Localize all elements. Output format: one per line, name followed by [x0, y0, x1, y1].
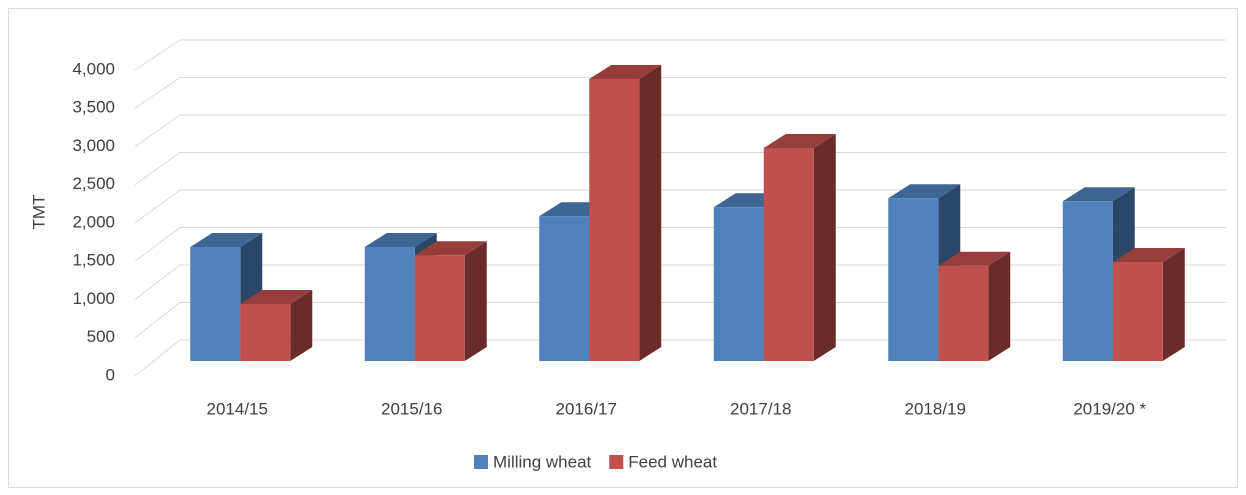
legend-swatch [609, 455, 624, 469]
bar-side [464, 241, 487, 361]
bar-top [1112, 248, 1185, 262]
legend-label: Milling wheat [493, 452, 592, 471]
y-tick-label: 2,000 [72, 212, 115, 231]
bar [414, 255, 465, 361]
bar [938, 265, 989, 361]
bar [888, 198, 939, 361]
x-tick-label: 2017/18 [730, 399, 791, 418]
grid-line [134, 114, 1226, 147]
bar-top [888, 184, 961, 199]
x-tick-label: 2018/19 [905, 399, 966, 418]
bar [1112, 262, 1163, 361]
bar [240, 304, 291, 361]
grid-line [134, 339, 1226, 377]
bar-top [763, 134, 836, 148]
bar-top [414, 241, 487, 256]
x-tick-label: 2014/15 [207, 399, 268, 418]
bar [190, 247, 241, 361]
bar-side [988, 251, 1011, 361]
y-tick-label: 2,500 [72, 174, 115, 193]
grid-line [134, 152, 1226, 186]
y-tick-label: 3,000 [72, 136, 115, 155]
grid-line [134, 264, 1226, 300]
grid-line [134, 39, 1226, 71]
bar [1062, 201, 1113, 361]
y-tick-label: 3,500 [72, 98, 115, 117]
bar-side [290, 290, 313, 361]
x-tick-label: 2019/20 * [1073, 399, 1146, 418]
bar [364, 247, 415, 361]
bar [763, 148, 814, 361]
grid-line [134, 227, 1226, 262]
grid-line [134, 302, 1226, 339]
bar-top [240, 290, 313, 304]
bar [539, 216, 590, 361]
y-axis-label: TMT [29, 195, 48, 230]
y-tick-label: 500 [87, 327, 115, 346]
y-tick-label: 1,000 [72, 289, 115, 308]
y-tick-label: 1,500 [72, 251, 115, 270]
legend-swatch [474, 455, 488, 469]
bar-side [813, 134, 836, 361]
x-tick-label: 2016/17 [556, 399, 617, 418]
legend-label: Feed wheat [628, 452, 717, 471]
bar-top [938, 251, 1011, 266]
bar [589, 79, 640, 361]
bar-side [1162, 248, 1185, 361]
y-tick-label: 0 [106, 365, 115, 384]
bar-side [639, 65, 662, 361]
grid-line [134, 77, 1226, 109]
bar-top [364, 233, 437, 247]
bar-top [1062, 187, 1135, 202]
x-tick-label: 2015/16 [381, 399, 442, 418]
grid-line [134, 189, 1226, 224]
bar-top [190, 233, 263, 247]
bar [713, 207, 764, 361]
bar-top [589, 65, 662, 79]
y-tick-label: 4,000 [72, 59, 115, 78]
